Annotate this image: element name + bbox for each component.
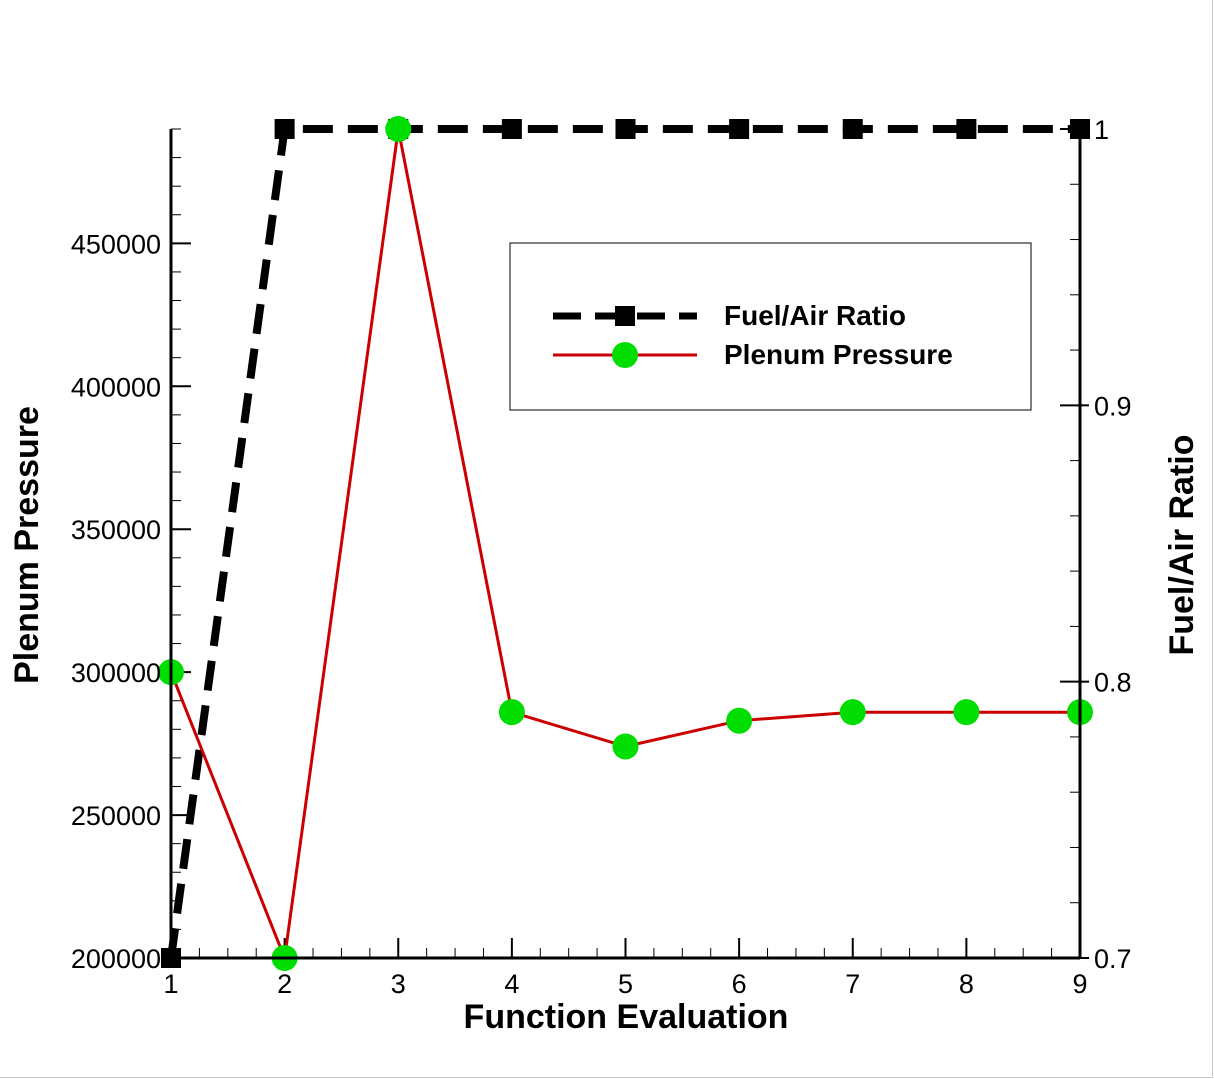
left-tick-label: 450000: [71, 229, 161, 259]
x-tick-label: 2: [277, 969, 292, 999]
right-tick-label: 0.7: [1094, 944, 1132, 974]
plenum-pressure-point: [385, 116, 412, 142]
right-tick-label: 1: [1094, 115, 1109, 145]
legend: Fuel/Air Ratio Plenum Pressure: [509, 242, 1032, 411]
x-axis-title: Function Evaluation: [464, 998, 789, 1036]
plenum-pressure-point: [953, 699, 980, 726]
legend-fuel-air-label: Fuel/Air Ratio: [724, 300, 906, 331]
axes-layer: [169, 129, 1082, 960]
fuel-air-ratio-point: [615, 119, 636, 139]
legend-plenum-label: Plenum Pressure: [724, 339, 953, 370]
right-axis-title: Fuel/Air Ratio: [1163, 434, 1201, 655]
x-tick-label: 6: [732, 969, 747, 999]
plenum-pressure-point: [612, 733, 639, 760]
x-tick-label: 3: [391, 969, 406, 999]
legend-box: [509, 242, 1032, 411]
left-tick-label: 200000: [71, 944, 161, 974]
series-plenum-pressure: [158, 116, 1093, 971]
series-fuel-air-ratio: [161, 119, 1090, 968]
x-tick-label: 9: [1072, 969, 1087, 999]
x-tick-label: 8: [959, 969, 974, 999]
x-tick-label: 7: [845, 969, 860, 999]
left-tick-label: 250000: [71, 801, 161, 831]
legend-plenum-marker: [612, 342, 638, 368]
fuel-air-ratio-point: [842, 119, 863, 139]
x-tick-label: 1: [163, 969, 178, 999]
left-tick-label: 350000: [71, 515, 161, 545]
plenum-pressure-point: [839, 699, 866, 726]
left-tick-label: 400000: [71, 372, 161, 402]
fuel-air-ratio-point: [956, 119, 977, 139]
x-tick-label: 5: [618, 969, 633, 999]
plenum-pressure-point: [726, 707, 753, 734]
legend-fuel-air-marker: [615, 306, 635, 326]
right-tick-label: 0.8: [1094, 668, 1132, 698]
x-tick-label: 4: [504, 969, 519, 999]
left-tick-label: 300000: [71, 658, 161, 688]
right-tick-label: 0.9: [1094, 391, 1132, 421]
fuel-air-ratio-point: [501, 119, 522, 139]
fuel-air-ratio-point: [729, 119, 750, 139]
plenum-pressure-point: [498, 699, 525, 726]
left-axis-title: Plenum Pressure: [8, 406, 46, 684]
fuel-air-ratio-point: [274, 119, 295, 139]
series-layer: [158, 116, 1093, 971]
tick-labels: 0.70.80.91200000250000300000350000400000…: [71, 115, 1132, 999]
